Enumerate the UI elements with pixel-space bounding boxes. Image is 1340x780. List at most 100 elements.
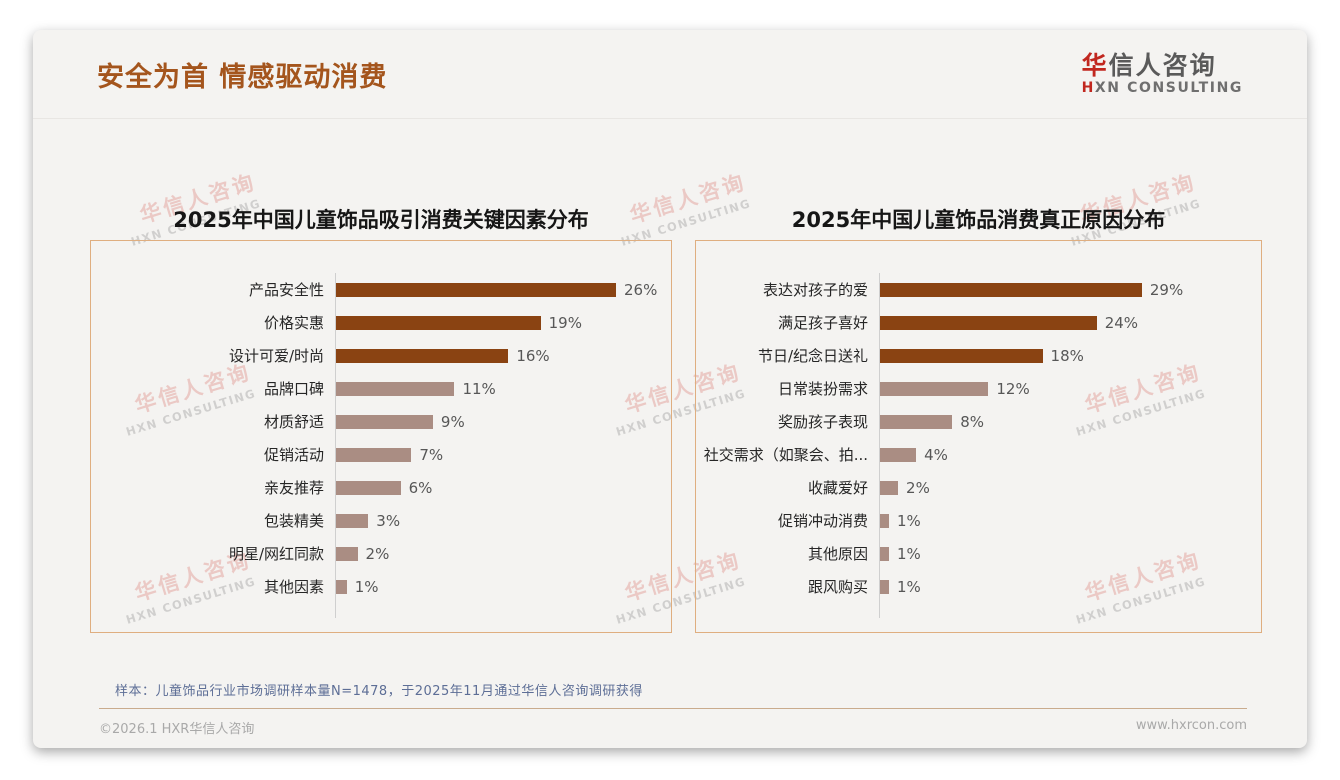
bar-cell: 24% [879,306,1261,339]
axis-tail-line [335,603,671,618]
value-label: 1% [897,577,921,596]
website-link[interactable]: www.hxrcon.com [1135,718,1247,733]
value-label: 29% [1149,280,1184,299]
bar-cell: 29% [879,273,1261,306]
bar [336,579,347,594]
copyright-text: ©2026.1 HXR华信人咨询 [99,722,255,737]
bar-cell: 3% [335,504,671,537]
bar-cell: 9% [335,405,671,438]
bar [336,513,369,528]
page-title: 安全为首 情感驱动消费 [97,61,388,93]
bar [880,513,890,528]
bar [336,480,401,495]
bar-cell: 19% [335,306,671,339]
bar-cell: 2% [879,471,1261,504]
value-label: 1% [897,511,921,530]
chart-title-left: 2025年中国儿童饰品吸引消费关键因素分布 [173,208,589,232]
chart-row: 日常装扮需求 12% [696,372,1261,405]
value-label: 2% [365,544,390,563]
sample-note: 样本：儿童饰品行业市场调研样本量N=1478，于2025年11月通过华信人咨询调… [115,684,643,699]
category-label: 材质舒适 [263,413,324,431]
bar [336,447,412,462]
chart-row: 品牌口碑 11% [91,372,671,405]
category-label: 价格实惠 [263,314,324,332]
category-label: 其他原因 [807,545,868,563]
value-label: 1% [354,577,379,596]
category-label: 其他因素 [263,578,324,596]
category-label: 品牌口碑 [263,380,324,398]
brand-logo-en: HXN CONSULTING [1081,80,1243,97]
bar-cell: 1% [335,570,671,603]
bar-cell: 26% [335,273,671,306]
bar [336,348,509,363]
bar [336,282,617,297]
bar-cell: 6% [335,471,671,504]
axis-tail [91,603,671,618]
footer-divider [99,708,1247,709]
value-label: 4% [924,445,948,464]
category-label: 奖励孩子表现 [777,413,868,431]
bar-cell: 18% [879,339,1261,372]
brand-logo-en-rest: XN CONSULTING [1094,80,1243,97]
bar-chart-right: 表达对孩子的爱 29% 满足孩子喜好 24% 节日/纪念日送礼 18% 日常装扮需求 12% 奖… [696,273,1261,618]
value-label: 2% [906,478,930,497]
chart-row: 表达对孩子的爱 29% [696,273,1261,306]
value-label: 8% [960,412,985,431]
bar [880,282,1142,297]
bar-cell: 8% [879,405,1261,438]
bar-cell: 16% [335,339,671,372]
bar-cell: 12% [879,372,1261,405]
value-label: 16% [516,346,550,365]
value-label: 7% [419,445,444,464]
bar-chart-left: 产品安全性 26% 价格实惠 19% 设计可爱/时尚 16% 品牌口碑 11% 材质舒适 9% 促销… [91,273,671,618]
brand-logo-en-accent: H [1081,80,1095,97]
bar [880,414,953,429]
brand-logo: 华信人咨询 HXN CONSULTING [1081,50,1243,97]
chart-row: 价格实惠 19% [91,306,671,339]
bar-cell: 11% [335,372,671,405]
chart-row: 收藏爱好 2% [696,471,1261,504]
slide-header: 安全为首 情感驱动消费 华信人咨询 HXN CONSULTING [33,30,1307,119]
bar [336,315,541,330]
value-label: 11% [462,379,496,398]
chart-panel-left: 产品安全性 26% 价格实惠 19% 设计可爱/时尚 16% 品牌口碑 11% 材质舒适 9% 促销… [90,240,672,633]
bar [880,348,1043,363]
slide-footer: 样本：儿童饰品行业市场调研样本量N=1478，于2025年11月通过华信人咨询调… [99,680,1247,737]
chart-title-right: 2025年中国儿童饰品消费真正原因分布 [791,208,1166,232]
bar [880,480,899,495]
bar [880,546,890,561]
bar [880,381,989,396]
value-label: 18% [1050,346,1084,365]
category-label: 满足孩子喜好 [777,314,868,332]
axis-tail-line [879,603,1261,618]
chart-row: 设计可爱/时尚 16% [91,339,671,372]
chart-row: 社交需求（如聚会、拍... 4% [696,438,1261,471]
bar-cell: 1% [879,537,1261,570]
charts-area: 2025年中国儿童饰品吸引消费关键因素分布 产品安全性 26% 价格实惠 19% 设计可… [90,205,1262,633]
brand-logo-cn: 华信人咨询 [1082,50,1243,80]
value-label: 1% [897,544,921,563]
chart-row: 明星/网红同款 2% [91,537,671,570]
category-label: 亲友推荐 [263,479,324,497]
category-label: 节日/纪念日送礼 [757,347,868,365]
bar [880,447,917,462]
bar [880,579,890,594]
bar [336,546,358,561]
chart-row: 其他因素 1% [91,570,671,603]
chart-row: 亲友推荐 6% [91,471,671,504]
chart-row: 奖励孩子表现 8% [696,405,1261,438]
category-label: 促销冲动消费 [777,512,868,530]
value-label: 12% [996,379,1030,398]
value-label: 24% [1104,313,1139,332]
chart-row: 材质舒适 9% [91,405,671,438]
chart-row: 包装精美 3% [91,504,671,537]
bar-cell: 1% [879,504,1261,537]
bar [336,381,455,396]
chart-panel-right: 表达对孩子的爱 29% 满足孩子喜好 24% 节日/纪念日送礼 18% 日常装扮需求 12% 奖… [695,240,1262,633]
axis-tail [696,603,1261,618]
brand-logo-cn-rest: 信人咨询 [1108,50,1217,80]
value-label: 19% [548,313,582,332]
chart-row: 促销冲动消费 1% [696,504,1261,537]
category-label: 收藏爱好 [807,479,868,497]
bar [336,414,433,429]
